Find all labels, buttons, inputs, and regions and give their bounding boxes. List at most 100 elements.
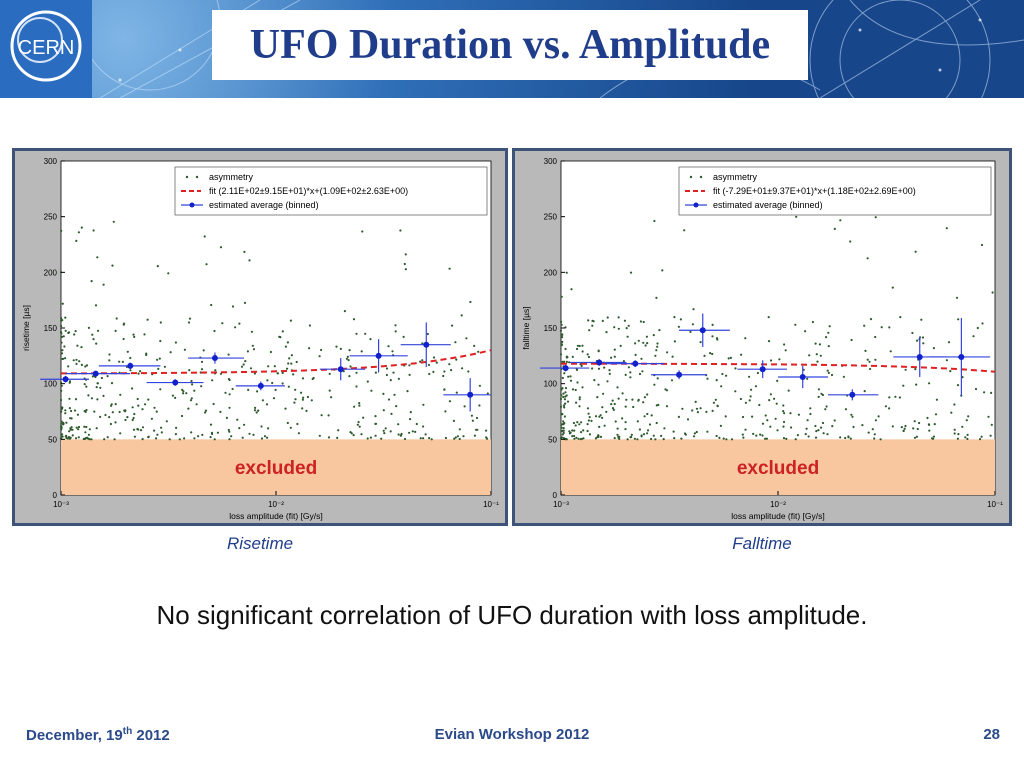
asymmetry-point xyxy=(153,406,156,409)
asymmetry-point xyxy=(947,341,951,344)
asymmetry-point xyxy=(622,360,625,363)
asymmetry-point xyxy=(573,437,576,440)
asymmetry-point xyxy=(248,259,251,262)
asymmetry-point xyxy=(714,398,717,401)
asymmetry-point xyxy=(422,425,425,428)
asymmetry-point xyxy=(266,379,269,382)
asymmetry-point xyxy=(110,382,114,385)
asymmetry-point xyxy=(399,229,402,232)
asymmetry-point xyxy=(185,392,188,395)
asymmetry-point xyxy=(568,430,571,433)
asymmetry-point xyxy=(364,332,367,335)
asymmetry-point xyxy=(85,385,88,388)
asymmetry-point xyxy=(631,398,634,401)
asymmetry-point xyxy=(256,390,259,393)
asymmetry-point xyxy=(327,414,330,417)
risetime-caption: Risetime xyxy=(226,534,294,553)
binned-marker xyxy=(799,373,806,380)
asymmetry-point xyxy=(863,390,866,393)
asymmetry-point xyxy=(904,368,907,371)
asymmetry-point xyxy=(211,379,214,382)
asymmetry-point xyxy=(778,358,781,361)
conclusion-text: No significant correlation of UFO durati… xyxy=(156,600,868,630)
asymmetry-point xyxy=(619,344,622,347)
asymmetry-point xyxy=(146,318,149,321)
asymmetry-point xyxy=(980,243,984,247)
asymmetry-point xyxy=(563,372,566,375)
y-tick-label: 100 xyxy=(44,380,58,389)
asymmetry-point xyxy=(594,415,598,418)
asymmetry-point xyxy=(91,375,94,378)
asymmetry-point xyxy=(171,394,174,397)
asymmetry-point xyxy=(740,353,743,356)
asymmetry-point xyxy=(748,375,751,378)
asymmetry-point xyxy=(617,397,620,400)
asymmetry-point xyxy=(888,396,891,399)
asymmetry-point xyxy=(608,372,611,375)
asymmetry-point xyxy=(571,429,574,432)
asymmetry-point xyxy=(817,395,820,398)
asymmetry-point xyxy=(281,371,284,375)
legend-entry: estimated average (binned) xyxy=(713,200,823,210)
asymmetry-point xyxy=(461,367,464,370)
asymmetry-point xyxy=(428,437,431,440)
asymmetry-point xyxy=(560,426,563,429)
asymmetry-point xyxy=(564,347,567,351)
asymmetry-point xyxy=(69,417,72,420)
asymmetry-point xyxy=(183,348,186,351)
asymmetry-point xyxy=(614,420,617,423)
asymmetry-point xyxy=(563,406,566,409)
asymmetry-point xyxy=(922,342,925,345)
asymmetry-point xyxy=(318,434,321,437)
asymmetry-point xyxy=(683,432,687,435)
asymmetry-point xyxy=(691,323,694,326)
asymmetry-point xyxy=(397,377,400,380)
binned-marker xyxy=(699,327,706,334)
asymmetry-point xyxy=(653,219,656,223)
asymmetry-point xyxy=(133,335,136,338)
asymmetry-point xyxy=(715,434,718,438)
asymmetry-point xyxy=(390,412,393,415)
asymmetry-point xyxy=(864,349,867,352)
asymmetry-point xyxy=(87,433,90,436)
asymmetry-point xyxy=(559,329,563,332)
asymmetry-point xyxy=(935,398,938,401)
asymmetry-point xyxy=(646,393,649,396)
asymmetry-point xyxy=(727,357,730,360)
asymmetry-point xyxy=(769,425,772,428)
asymmetry-point xyxy=(967,415,970,418)
asymmetry-point xyxy=(719,424,722,427)
asymmetry-point xyxy=(932,435,935,438)
asymmetry-point xyxy=(782,437,786,440)
asymmetry-point xyxy=(60,389,63,392)
asymmetry-point xyxy=(471,419,474,422)
asymmetry-point xyxy=(957,318,960,321)
asymmetry-point xyxy=(60,324,63,328)
asymmetry-point xyxy=(650,414,653,417)
asymmetry-point xyxy=(902,384,905,387)
x-axis-label: loss amplitude (fit) [Gy/s] xyxy=(229,511,323,521)
asymmetry-point xyxy=(928,382,931,385)
asymmetry-point xyxy=(582,429,585,432)
asymmetry-point xyxy=(397,423,400,426)
asymmetry-point xyxy=(190,431,193,434)
asymmetry-point xyxy=(60,332,63,335)
asymmetry-point xyxy=(475,416,479,420)
asymmetry-point xyxy=(61,423,65,426)
binned-marker xyxy=(916,353,923,360)
asymmetry-point xyxy=(478,404,481,407)
asymmetry-point xyxy=(822,432,825,435)
asymmetry-point xyxy=(59,398,63,402)
asymmetry-point xyxy=(252,348,256,351)
asymmetry-point xyxy=(60,426,63,429)
legend-entry: fit (2.11E+02±9.15E+01)*x+(1.09E+02±2.63… xyxy=(209,186,408,196)
asymmetry-point xyxy=(132,333,135,336)
asymmetry-point xyxy=(560,343,563,347)
binned-marker xyxy=(596,359,603,366)
asymmetry-point xyxy=(393,393,396,396)
asymmetry-point xyxy=(301,398,304,401)
asymmetry-point xyxy=(424,433,427,436)
asymmetry-point xyxy=(828,325,831,328)
asymmetry-point xyxy=(169,351,172,354)
asymmetry-point xyxy=(289,319,292,322)
